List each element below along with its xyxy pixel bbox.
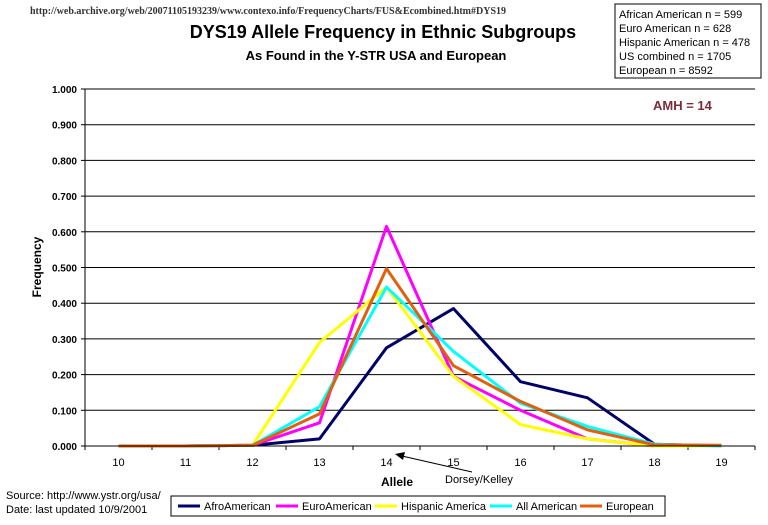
y-tick-label: 0.100 (52, 406, 77, 417)
sample-info-line: Hispanic American n = 478 (619, 37, 750, 49)
series-lines (118, 224, 722, 448)
x-tick-label: 17 (581, 457, 593, 469)
sample-info-box: African American n = 599 Euro American n… (614, 3, 762, 79)
legend-entry: AfroAmerican (204, 501, 271, 513)
chart-title: DYS19 Allele Frequency in Ethnic Subgrou… (190, 22, 576, 42)
series-line (118, 267, 722, 448)
y-tick-label: 0.700 (52, 192, 77, 203)
archive-url: http://web.archive.org/web/2007110519323… (30, 6, 506, 17)
dorsey-kelley-annotation: Dorsey/Kelley (395, 452, 513, 486)
legend-box (170, 495, 666, 517)
sample-info-line: US combined n = 1705 (619, 51, 731, 63)
y-tick-label: 0.600 (52, 228, 77, 239)
x-tick-label: 12 (246, 457, 258, 469)
legend-entry: Hispanic America (401, 501, 487, 513)
x-tick-label: 14 (380, 457, 392, 469)
series-line (118, 224, 722, 448)
sample-info-line: African American n = 599 (619, 9, 742, 21)
annotation-arrow-line (401, 455, 473, 473)
x-tick-label: 18 (648, 457, 660, 469)
legend-entry: All American (516, 501, 577, 513)
legend-entry: EuroAmerican (302, 501, 372, 513)
y-tick-label: 0.500 (52, 264, 77, 275)
series-line (118, 307, 722, 448)
y-tick-label: 0.200 (52, 371, 77, 382)
sample-info-line: European n = 8592 (619, 65, 713, 77)
dorsey-kelley-label: Dorsey/Kelley (445, 474, 513, 486)
y-tick-label: 0.300 (52, 335, 77, 346)
y-tick-labels: 0.000 0.100 0.200 0.300 0.400 0.500 0.600 0.700… (52, 85, 77, 453)
x-tick-label: 15 (447, 457, 459, 469)
legend: AfroAmerican EuroAmerican Hispanic America… (170, 495, 666, 517)
x-tick-label: 11 (180, 457, 191, 469)
y-tick-label: 0.400 (52, 299, 77, 310)
source-line: Source: http://www.ystr.org/usa/ (6, 490, 162, 502)
x-tick-label: 13 (313, 457, 325, 469)
annotation-arrowhead (395, 452, 405, 460)
x-tick-label: 16 (514, 457, 526, 469)
gridlines (81, 88, 755, 447)
x-tick-label: 19 (715, 457, 727, 469)
y-tick-label: 0.900 (52, 121, 77, 132)
legend-entry: European (606, 501, 654, 513)
y-tick-label: 1.000 (52, 85, 77, 96)
y-tick-label: 0.000 (52, 442, 77, 453)
date-line: Date: last updated 10/9/2001 (6, 504, 147, 516)
amh-annotation: AMH = 14 (653, 98, 713, 113)
y-tick-label: 0.800 (52, 156, 77, 167)
sample-info-line: Euro American n = 628 (619, 23, 731, 35)
x-axis-label: Allele (381, 475, 413, 489)
series-line (118, 285, 722, 448)
series-line (118, 285, 722, 448)
x-tick-labels: 10 11 12 13 14 15 16 17 18 19 (84, 446, 756, 469)
y-axis-label: Frequency (30, 236, 44, 297)
x-tick-label: 10 (112, 457, 124, 469)
chart-subtitle: As Found in the Y-STR USA and European (246, 48, 507, 63)
